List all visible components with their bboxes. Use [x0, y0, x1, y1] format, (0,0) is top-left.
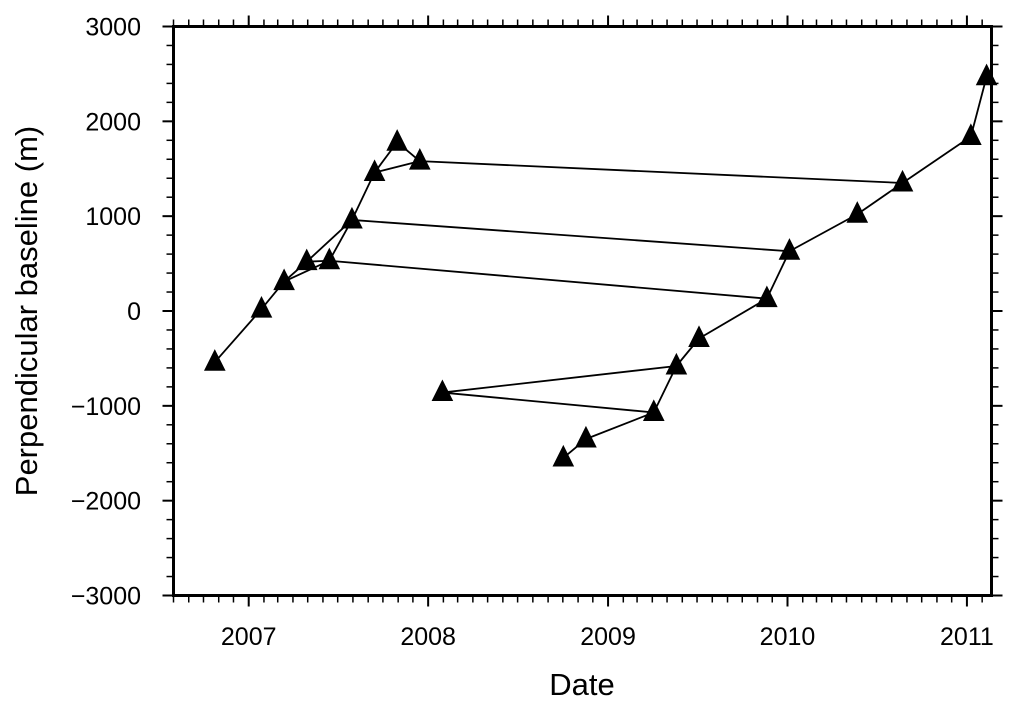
acquisition-marker [341, 206, 363, 229]
acquisition-marker [575, 425, 597, 448]
acquisition-marker [552, 444, 575, 467]
acquisition-marker [363, 159, 386, 182]
baseline-connection [698, 297, 768, 340]
acquisition-marker [665, 352, 688, 375]
acquisition-marker [386, 129, 408, 151]
baseline-connection [214, 308, 263, 363]
x-tick-label: 2011 [940, 623, 994, 651]
baseline-connection [789, 213, 858, 253]
acquisition-marker [318, 247, 341, 270]
x-tick-label: 2008 [400, 623, 456, 651]
baseline-connection [442, 391, 654, 414]
baseline-connection [374, 160, 421, 174]
tick-labels: 2007 2008 2009 2010 2011 3000 2000 1000 0 −1000 −2… [71, 14, 994, 652]
acquisition-marker [846, 201, 869, 223]
y-tick-label: 3000 [85, 14, 141, 42]
acquisition-marker [250, 295, 273, 318]
baseline-connection [329, 259, 767, 300]
baseline-connection [585, 411, 655, 440]
acquisition-marker [273, 268, 295, 291]
acquisition-marker [688, 325, 710, 348]
acquisition-marker [778, 238, 801, 260]
x-tick-label: 2009 [580, 623, 636, 651]
plot-frame [172, 25, 993, 597]
baseline-connection [419, 160, 903, 184]
y-tick-label: 0 [127, 298, 141, 326]
acquisition-markers [203, 63, 998, 467]
baseline-connection [351, 219, 790, 253]
acquisition-marker [756, 285, 778, 308]
y-tick-label: −1000 [71, 393, 141, 421]
y-axis-label: Perpendicular baseline (m) [9, 126, 44, 496]
baseline-connection [969, 76, 988, 137]
acquisition-marker [960, 123, 982, 146]
x-tick-label: 2010 [760, 623, 816, 651]
acquisition-marker [642, 399, 665, 421]
baseline-connection [442, 365, 677, 394]
acquisition-marker [408, 148, 431, 170]
baseline-connection [902, 135, 972, 184]
acquisition-marker [203, 349, 226, 371]
acquisition-marker [891, 169, 914, 192]
y-tick-label: 1000 [85, 203, 141, 231]
acquisition-marker [295, 248, 318, 271]
y-tick-label: 2000 [85, 108, 141, 136]
acquisition-marker [431, 379, 454, 402]
y-tick-label: −2000 [71, 488, 141, 516]
x-axis-label: Date [549, 667, 614, 702]
x-tick-label: 2007 [221, 623, 277, 651]
y-tick-label: −3000 [71, 583, 141, 611]
